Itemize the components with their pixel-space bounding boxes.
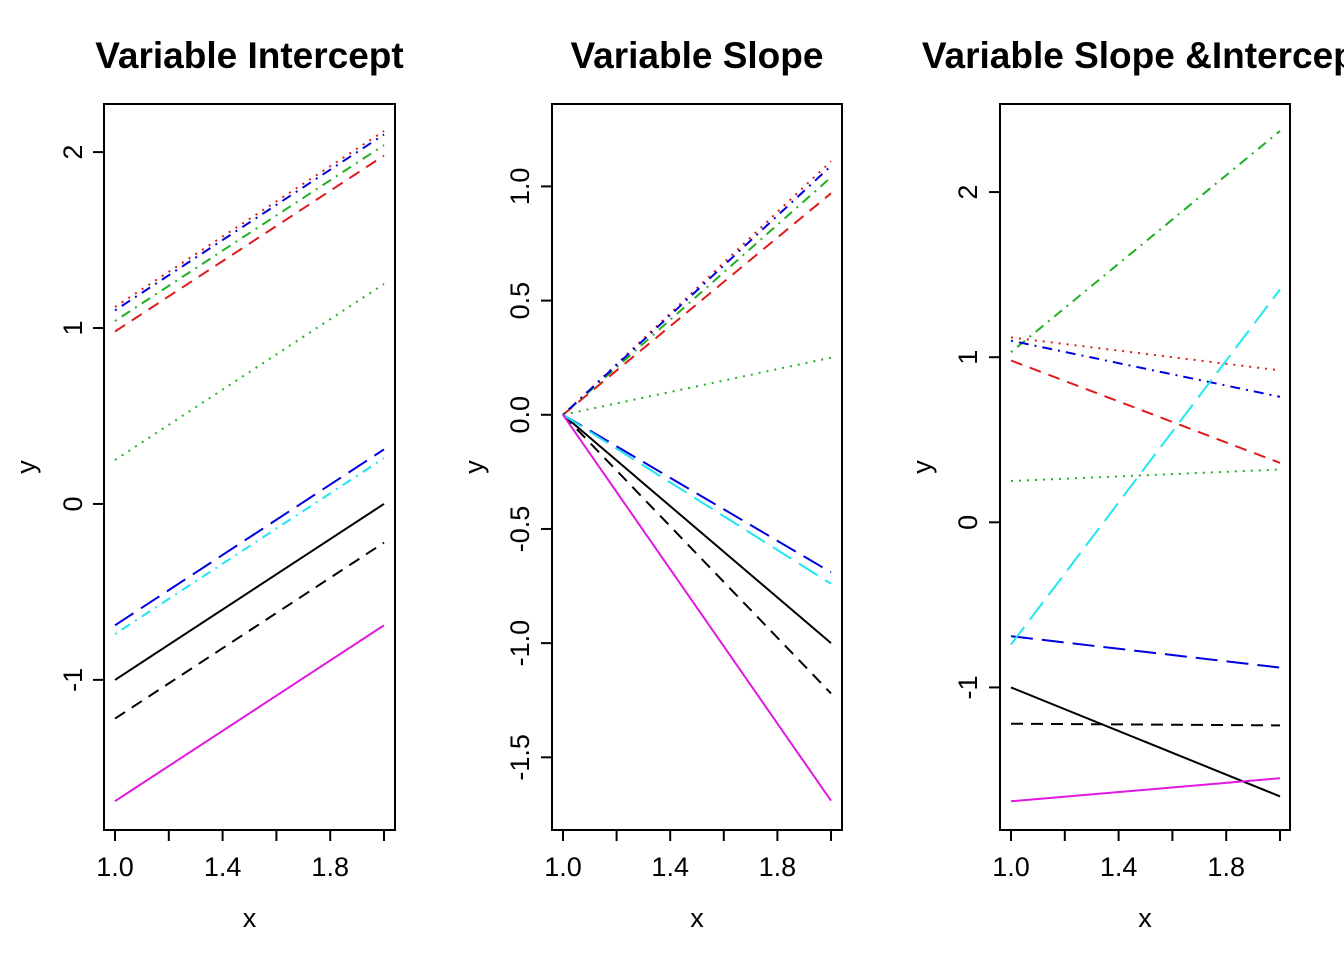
series-line-black-dashed: [114, 541, 385, 720]
y-tick-label: 0: [58, 496, 88, 511]
series-line-green-dotted: [114, 283, 385, 461]
series-line-magenta-solid: [1010, 777, 1281, 803]
y-axis-label: y: [459, 460, 489, 474]
series-line-black-solid: [1010, 686, 1281, 798]
chart-title: Variable Slope &Intercept: [922, 35, 1344, 76]
series-line-green-dotted: [562, 356, 832, 416]
series-line-blue-dotdash: [114, 133, 385, 312]
y-tick-label: 2: [58, 145, 88, 160]
series-line-green-dotted: [1010, 468, 1281, 482]
series-line-cyan-longdash: [1010, 288, 1281, 646]
chart-title: Variable Slope: [571, 35, 824, 76]
series-line-green-dotdash: [562, 176, 832, 416]
y-axis-label: y: [11, 460, 41, 474]
y-axis-label: y: [907, 460, 937, 474]
panel-2: Variable Slope 1.0 1.4 1.8 -1.5 -1.0 -0.5 0.0 0.…: [459, 35, 843, 933]
series-line-black-solid: [562, 414, 832, 644]
series-line-black-dashed: [562, 414, 832, 695]
y-tick-label: 1.0: [505, 168, 535, 206]
x-axis-label: x: [690, 903, 704, 933]
y-tick-label: -1.5: [505, 734, 535, 781]
plot-frame: [551, 103, 843, 831]
series-line-green-dotdash: [114, 144, 385, 322]
series-line-black-dashed: [1010, 722, 1281, 727]
series-line-magenta-solid: [562, 414, 832, 802]
y-tick-label: 1: [58, 321, 88, 336]
x-tick-label: 1.4: [204, 852, 242, 882]
series-line-cyan-dotdash: [114, 457, 385, 635]
x-tick-label: 1.0: [544, 852, 582, 882]
series-line-red-dotted: [562, 160, 832, 416]
y-tick-label: 0.5: [505, 282, 535, 320]
series-line-red-dashed: [1010, 359, 1281, 464]
series-line-red-dashed: [562, 192, 832, 416]
y-tick-label: -0.5: [505, 506, 535, 553]
y-tick-label: -1: [58, 668, 88, 692]
series-line-magenta-solid: [114, 624, 385, 803]
panel-3: Variable Slope &Intercept 1.0 1.4 1.8 -1 0 1 2 x…: [907, 35, 1344, 933]
panel-1: Variable Intercept 1.0 1.4 1.8 -1 0 1 2 x y: [11, 35, 404, 933]
x-tick-label: 1.4: [1100, 852, 1138, 882]
series-line-cyan-longdash: [562, 413, 832, 585]
y-tick-label: 0: [953, 515, 983, 530]
plot-frame: [103, 103, 396, 831]
y-tick-label: 1: [953, 350, 983, 365]
series-line-blue-dotdash: [1010, 339, 1281, 398]
x-tick-label: 1.4: [651, 852, 689, 882]
series-line-blue-longdash: [114, 448, 385, 627]
x-tick-label: 1.8: [759, 852, 797, 882]
x-tick-label: 1.0: [992, 852, 1030, 882]
series-line-blue-longdash: [562, 413, 832, 574]
series-line-blue-dotdash: [562, 165, 832, 416]
series-line-black-solid: [114, 503, 385, 681]
x-tick-label: 1.8: [311, 852, 349, 882]
y-tick-label: -1: [953, 675, 983, 699]
y-tick-label: -1.0: [505, 620, 535, 667]
x-tick-label: 1.0: [96, 852, 134, 882]
y-tick-label: 0.0: [505, 396, 535, 434]
x-tick-label: 1.8: [1207, 852, 1245, 882]
series-line-blue-longdash: [1010, 635, 1281, 669]
series-line-green-dotdash: [1010, 130, 1281, 353]
y-tick-label: 2: [953, 185, 983, 200]
x-axis-label: x: [243, 903, 257, 933]
chart-title: Variable Intercept: [95, 35, 403, 76]
series-line-red-dotted: [1010, 336, 1281, 372]
series-line-red-dashed: [114, 154, 385, 333]
series-line-red-dotted: [114, 130, 385, 308]
x-axis-label: x: [1138, 903, 1152, 933]
